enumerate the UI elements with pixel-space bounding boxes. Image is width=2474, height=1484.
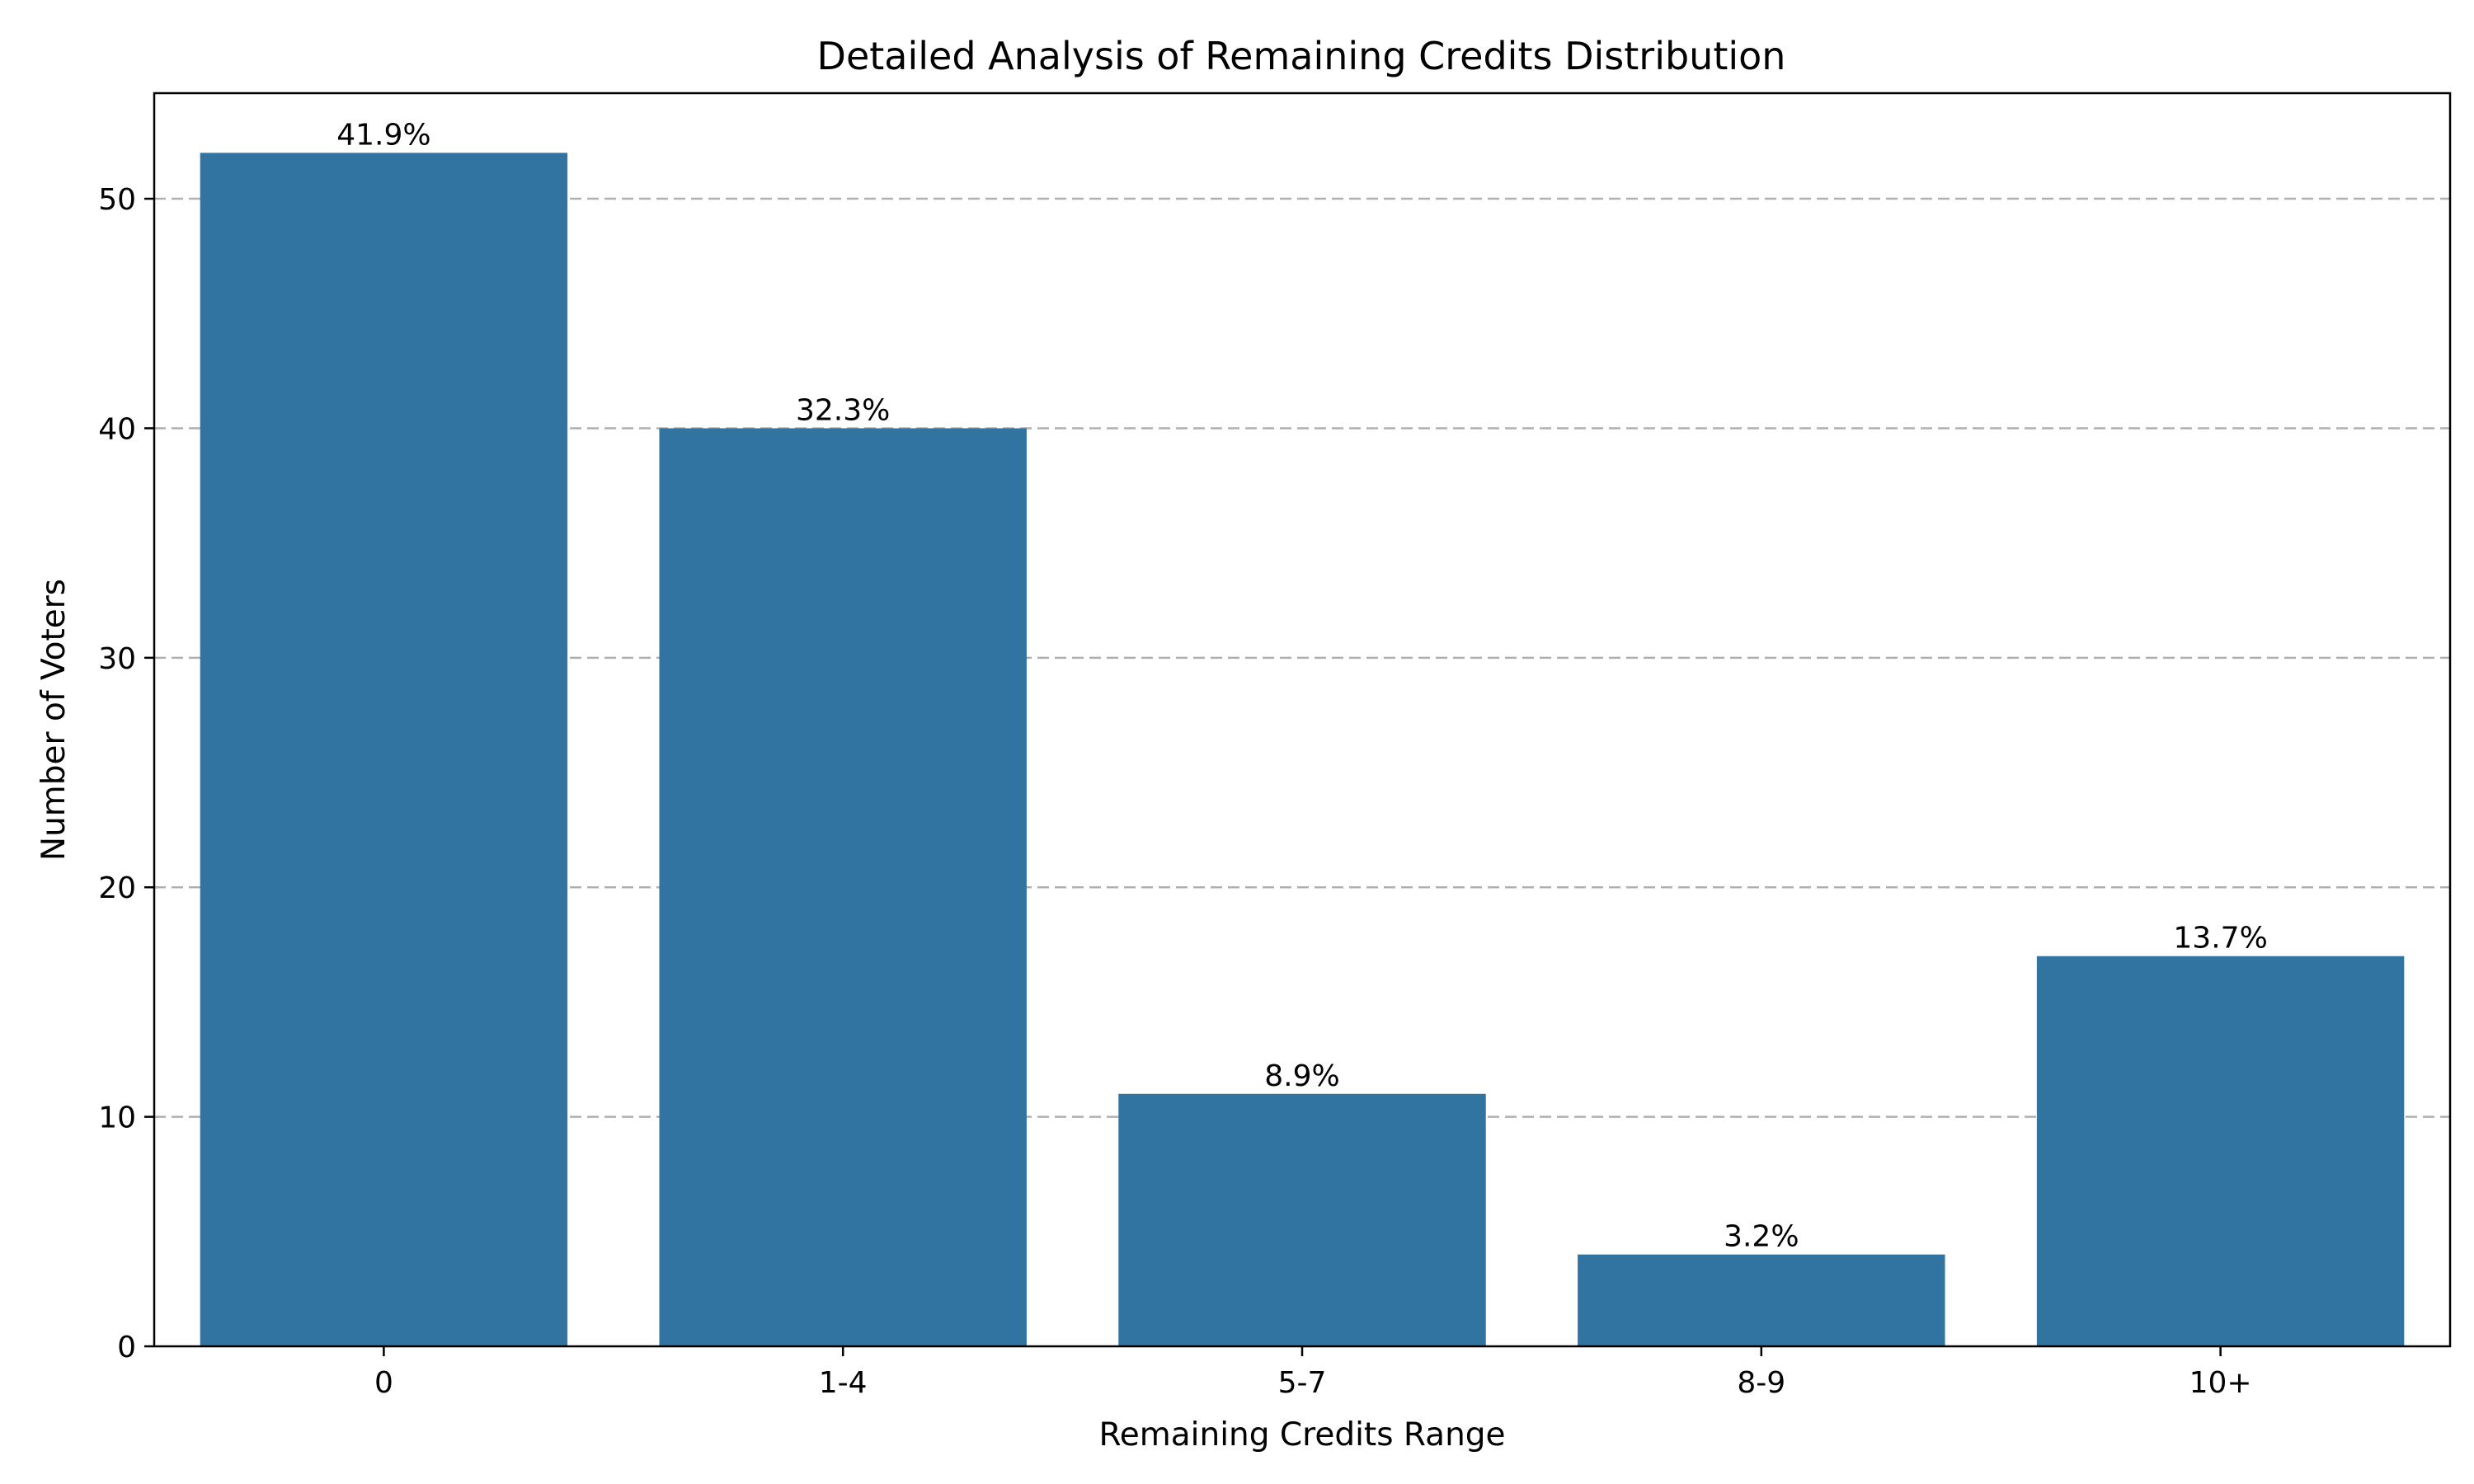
y-tick-label-40: 40 [98, 412, 136, 446]
y-axis-ticks: 0 10 20 30 40 50 [98, 183, 154, 1364]
data-label-10+: 13.7% [2173, 922, 2267, 956]
bar-10+ [2036, 956, 2405, 1346]
data-label-5-7: 8.9% [1264, 1059, 1339, 1093]
x-axis-label: Remaining Credits Range [1098, 1416, 1505, 1453]
bar-1-4 [659, 428, 1027, 1346]
bars [200, 153, 2405, 1346]
bar-5-7 [1118, 1093, 1486, 1346]
data-label-8-9: 3.2% [1724, 1220, 1799, 1254]
chart-title: Detailed Analysis of Remaining Credits D… [817, 34, 1786, 78]
y-tick-label-0: 0 [117, 1331, 136, 1364]
data-labels: 41.9% 32.3% 8.9% 3.2% 13.7% [336, 118, 2268, 1253]
y-tick-label-10: 10 [98, 1101, 136, 1135]
data-label-0: 41.9% [336, 118, 430, 152]
y-tick-label-20: 20 [98, 871, 136, 905]
y-axis-label: Number of Voters [35, 579, 73, 861]
x-tick-label-10+: 10+ [2189, 1366, 2252, 1400]
x-tick-label-8-9: 8-9 [1737, 1366, 1785, 1400]
data-label-1-4: 32.3% [796, 393, 890, 427]
x-tick-label-0: 0 [374, 1366, 393, 1400]
x-axis-ticks: 0 1-4 5-7 8-9 10+ [374, 1346, 2252, 1400]
y-tick-label-30: 30 [98, 642, 136, 676]
bar-8-9 [1578, 1254, 1945, 1346]
x-tick-label-5-7: 5-7 [1278, 1366, 1327, 1400]
x-tick-label-1-4: 1-4 [819, 1366, 868, 1400]
bar-0 [200, 153, 568, 1346]
y-tick-label-50: 50 [98, 183, 136, 217]
